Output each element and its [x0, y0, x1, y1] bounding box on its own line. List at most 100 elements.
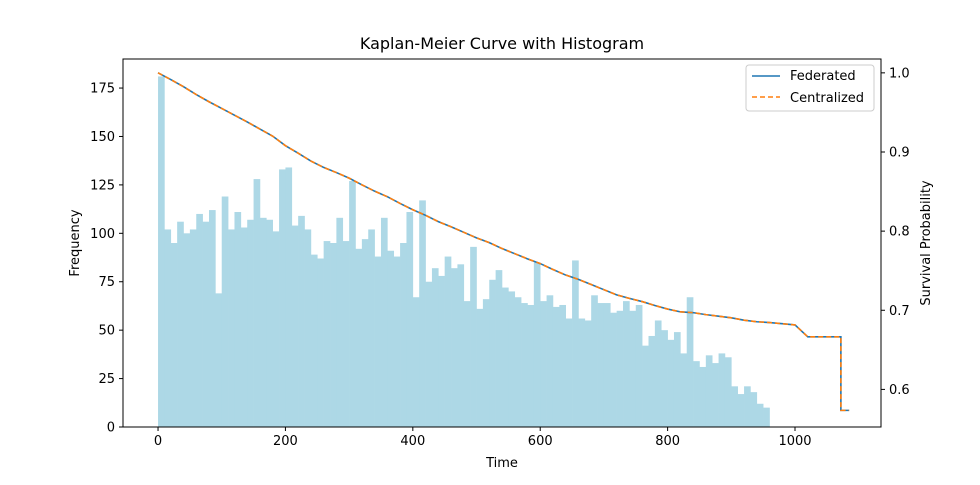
histogram-bar: [712, 363, 719, 427]
histogram-bar: [731, 386, 738, 427]
histogram-bar: [667, 339, 675, 427]
histogram-bar: [565, 318, 573, 427]
x-tick-label: 1000: [778, 434, 811, 449]
histogram-bar: [699, 366, 707, 427]
histogram-bar: [240, 227, 248, 427]
survival-line-centralized: [157, 72, 850, 412]
histogram-bar: [642, 345, 649, 427]
histogram-bar: [680, 353, 688, 427]
histogram-bar: [508, 291, 516, 427]
histogram-bar: [578, 318, 586, 427]
histogram-bar: [400, 243, 407, 427]
y-tick-label: 150: [90, 130, 115, 145]
histogram-bar: [317, 258, 324, 427]
histogram-bar: [502, 287, 509, 427]
histogram-bar: [476, 308, 484, 427]
histogram-bar: [750, 392, 758, 427]
y2-tick-label: 0.7: [889, 304, 910, 319]
x-axis-ticks: 0 200 400 600 800 1000: [154, 427, 812, 449]
survival-curves: [157, 72, 850, 412]
legend-federated-label: Federated: [790, 69, 856, 84]
legend: Federated Centralized: [745, 64, 875, 112]
histogram-bar: [572, 260, 579, 427]
histogram-bar: [266, 219, 273, 427]
histogram-bar: [495, 270, 503, 427]
histogram-bar: [380, 217, 388, 427]
x-tick-label: 800: [655, 434, 680, 449]
histogram-bar: [763, 407, 770, 427]
histogram-bar: [686, 297, 694, 427]
histogram-bar: [342, 241, 350, 427]
histogram-bar: [444, 256, 452, 427]
histogram-bar: [584, 320, 592, 427]
y2-tick-label: 1.0: [889, 66, 910, 81]
y2-tick-label: 0.8: [889, 225, 910, 240]
histogram-bar: [425, 281, 433, 427]
histogram-bar: [323, 241, 331, 427]
y-tick-label: 0: [107, 421, 115, 436]
y2-axis-ticks: 0.6 0.7 0.8 0.9 1.0: [881, 66, 910, 398]
y-tick-label: 50: [98, 324, 115, 339]
histogram-bar: [540, 301, 547, 427]
x-tick-label: 0: [154, 434, 162, 449]
y-tick-label: 100: [90, 227, 115, 242]
histogram-bar: [673, 332, 681, 427]
histogram-bar: [616, 310, 624, 427]
histogram-bar: [718, 353, 726, 427]
histogram-bar: [183, 233, 191, 427]
histogram-bar: [603, 303, 611, 427]
histogram-bar: [259, 217, 267, 427]
histogram-bar: [330, 243, 337, 427]
histogram-bar: [744, 386, 751, 427]
plot-frame: [122, 58, 882, 428]
histogram-bar: [158, 76, 165, 427]
histogram-bar: [489, 279, 496, 427]
histogram-bars: [158, 76, 770, 427]
histogram-bar: [304, 229, 312, 427]
histogram-bar: [597, 303, 605, 427]
histogram-bar: [189, 229, 197, 427]
y-tick-label: 175: [90, 82, 115, 97]
histogram-bar: [724, 357, 732, 427]
histogram-bar: [591, 295, 598, 427]
x-tick-label: 400: [400, 434, 425, 449]
histogram-bar: [623, 301, 630, 427]
histogram-bar: [737, 394, 745, 427]
histogram-bar: [253, 179, 261, 427]
histogram-bar: [228, 229, 235, 427]
y2-axis-label: Survival Probability: [919, 180, 934, 306]
histogram-bar: [514, 297, 522, 427]
y-axis-ticks: 0 25 50 75 100 125 150 175: [90, 82, 123, 436]
y-tick-label: 25: [98, 372, 115, 387]
y-tick-label: 125: [90, 178, 115, 193]
histogram-bar: [247, 219, 254, 427]
histogram-bar: [419, 200, 426, 427]
histogram-bar: [406, 212, 414, 427]
histogram-bar: [527, 304, 535, 427]
histogram-bar: [202, 221, 210, 427]
histogram-bar: [451, 268, 458, 427]
histogram-bar: [482, 299, 490, 427]
chart-title: Kaplan-Meier Curve with Histogram: [360, 34, 644, 53]
histogram-bar: [463, 301, 471, 427]
histogram-bar: [336, 217, 344, 427]
histogram-bar: [635, 304, 643, 427]
histogram-bar: [164, 229, 172, 427]
x-tick-label: 600: [528, 434, 553, 449]
histogram-bar: [661, 330, 668, 427]
histogram-bar: [355, 248, 363, 427]
y2-tick-label: 0.6: [889, 383, 910, 398]
histogram-bar: [559, 304, 566, 427]
histogram-bar: [208, 210, 216, 427]
histogram-bar: [368, 229, 375, 427]
histogram-bar: [705, 355, 713, 427]
histogram-bar: [654, 320, 662, 427]
histogram-bar: [470, 246, 477, 427]
y-axis-label: Frequency: [68, 209, 83, 276]
histogram-bar: [170, 243, 178, 427]
histogram-bar: [279, 169, 286, 427]
histogram-bar: [310, 254, 318, 427]
histogram-bar: [349, 181, 356, 427]
histogram-bar: [196, 213, 203, 427]
histogram-bar: [438, 275, 445, 427]
